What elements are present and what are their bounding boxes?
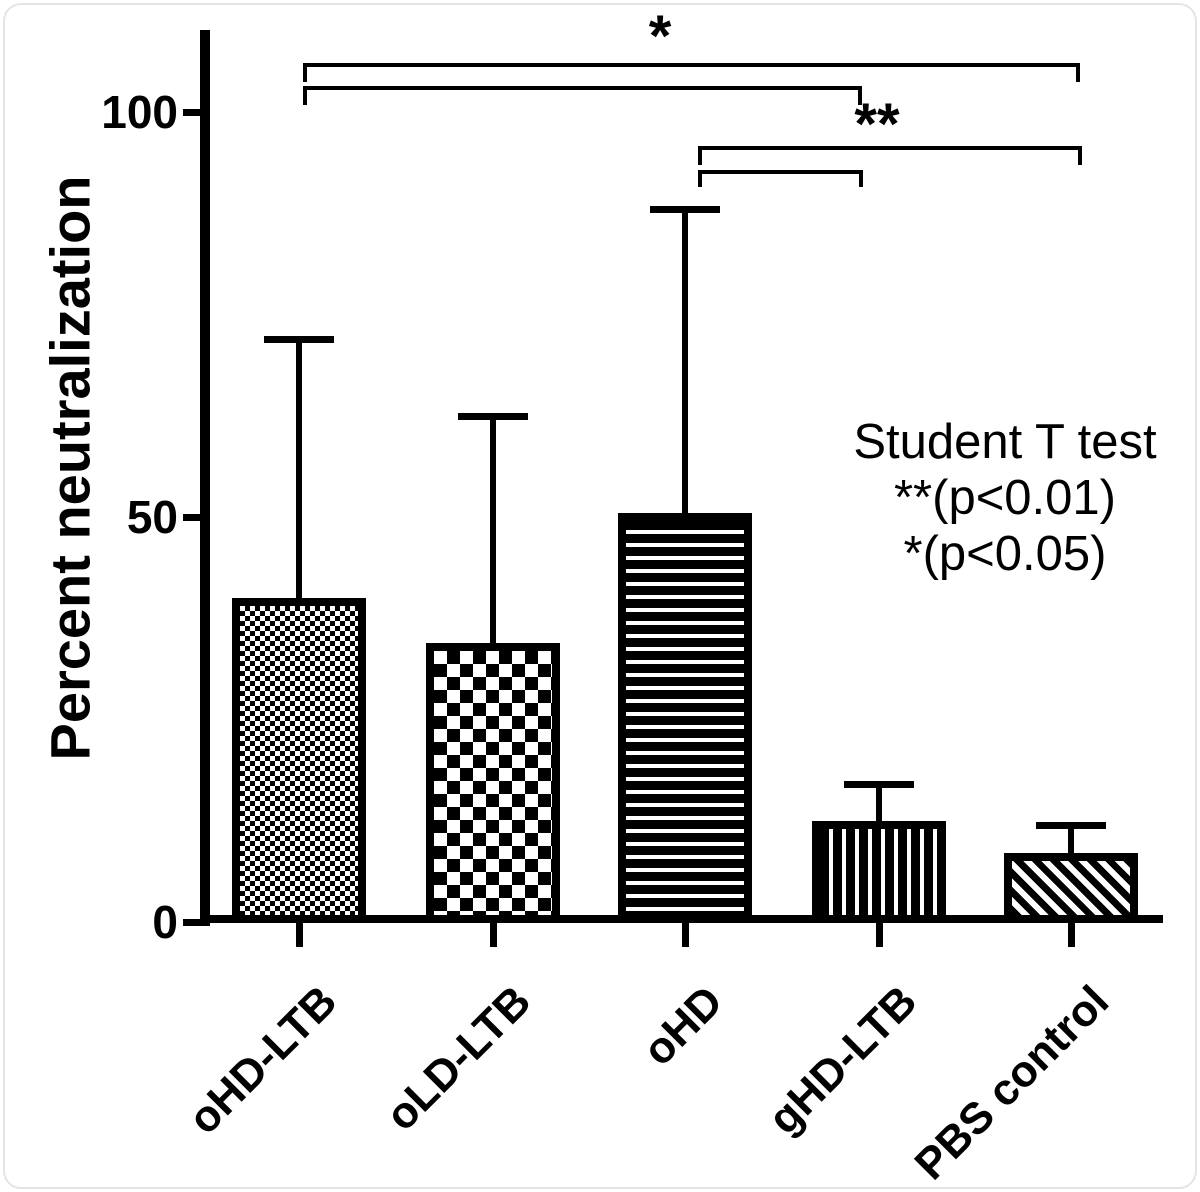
error-bar-cap-ohd-ltb	[264, 335, 334, 343]
error-bar-cap-ghd-ltb	[844, 781, 914, 789]
bar-ghd-ltb	[812, 820, 946, 923]
y-tick	[183, 919, 205, 926]
error-bar-stem-pbs-control	[1068, 824, 1074, 860]
error-bar-cap-pbs-control	[1036, 821, 1106, 829]
x-tick-ohd-ltb	[296, 923, 303, 947]
error-bar-cap-old-ltb	[458, 412, 528, 420]
significance-bracket-2	[303, 86, 862, 105]
significance-label: *	[648, 4, 672, 69]
significance-label: **	[854, 92, 900, 157]
y-tick-label: 100	[101, 86, 178, 138]
error-bar-stem-old-ltb	[490, 415, 496, 649]
x-tick-pbs-control	[1068, 923, 1075, 947]
stats-annotation-line: Student T test	[853, 415, 1157, 469]
x-axis-label-ohd-ltb: oHD-LTB	[179, 976, 347, 1144]
significance-bracket-3	[698, 146, 1082, 165]
bar-pbs-control	[1004, 853, 1138, 923]
x-tick-old-ltb	[490, 923, 497, 947]
y-tick-label: 0	[152, 896, 178, 948]
significance-bracket-4	[698, 170, 863, 187]
x-tick-ohd	[682, 923, 689, 947]
y-tick	[183, 514, 205, 521]
card-frame-border	[3, 3, 1197, 1189]
error-bar-stem-ghd-ltb	[876, 784, 882, 827]
x-tick-ghd-ltb	[876, 923, 883, 947]
y-tick	[183, 109, 205, 116]
bar-old-ltb	[426, 642, 560, 923]
error-bar-stem-ohd	[682, 209, 688, 519]
stats-annotation-line: *(p<0.05)	[903, 527, 1107, 581]
significance-bracket-1	[303, 63, 1080, 82]
bar-ohd-ltb	[232, 598, 366, 923]
stats-annotation-line: **(p<0.01)	[893, 471, 1116, 525]
y-axis-title: Percent neutralization	[38, 175, 102, 761]
y-tick-label: 50	[126, 491, 178, 543]
error-bar-stem-ohd-ltb	[296, 338, 302, 604]
bar-ohd	[618, 512, 752, 923]
stats-annotation: Student T test **(p<0.01) *(p<0.05)	[843, 414, 1167, 582]
y-axis-line	[200, 30, 210, 926]
error-bar-cap-ohd	[650, 206, 720, 214]
